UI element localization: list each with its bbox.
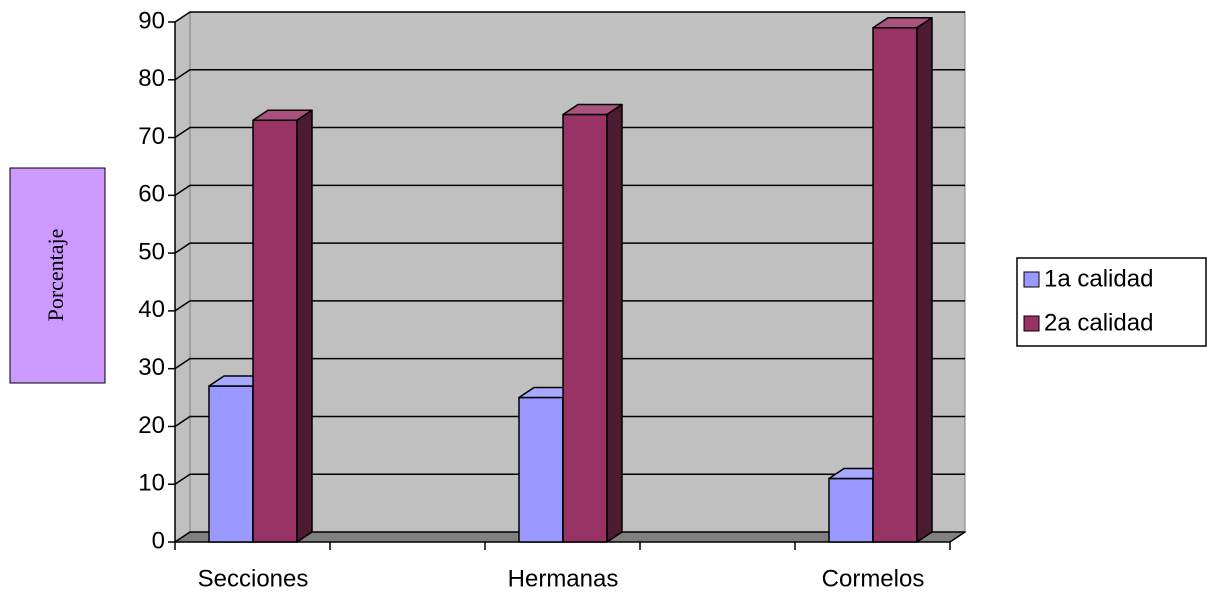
x-tick-label: Secciones xyxy=(198,565,309,592)
legend-swatch xyxy=(1023,271,1040,288)
grid-line xyxy=(174,531,965,543)
y-tick-label: 0 xyxy=(152,527,165,554)
y-tick-label: 10 xyxy=(138,470,165,497)
grid-line xyxy=(174,415,965,428)
y-tick-label: 80 xyxy=(138,65,165,92)
x-axis-depth xyxy=(949,531,966,543)
bar xyxy=(562,103,623,543)
grid-line xyxy=(174,126,965,139)
legend-label: 2a calidad xyxy=(1044,309,1153,336)
legend-label: 1a calidad xyxy=(1044,265,1153,292)
side-wall xyxy=(174,11,191,543)
grid-line xyxy=(174,300,965,312)
y-tick-label: 40 xyxy=(138,296,165,323)
y-axis-label: Porcentaje xyxy=(43,229,68,322)
y-label-box xyxy=(9,167,106,384)
y-tick-label: 90 xyxy=(138,7,165,34)
bar xyxy=(252,109,313,543)
y-tick-label: 30 xyxy=(138,354,165,381)
bar xyxy=(872,17,933,543)
grid-line xyxy=(174,69,965,81)
y-tick-label: 50 xyxy=(138,238,165,265)
grid-line xyxy=(174,184,965,196)
legend-box xyxy=(1016,257,1207,347)
x-tick-label: Cormelos xyxy=(822,565,925,592)
grid-line xyxy=(174,11,965,23)
grid-line xyxy=(174,357,965,370)
grid-line xyxy=(174,242,965,254)
x-tick-label: Hermanas xyxy=(508,565,619,592)
y-tick-label: 70 xyxy=(138,123,165,150)
y-tick-label: 60 xyxy=(138,181,165,208)
legend-swatch xyxy=(1023,315,1040,332)
grid-line xyxy=(174,473,965,485)
y-tick-label: 20 xyxy=(138,412,165,439)
